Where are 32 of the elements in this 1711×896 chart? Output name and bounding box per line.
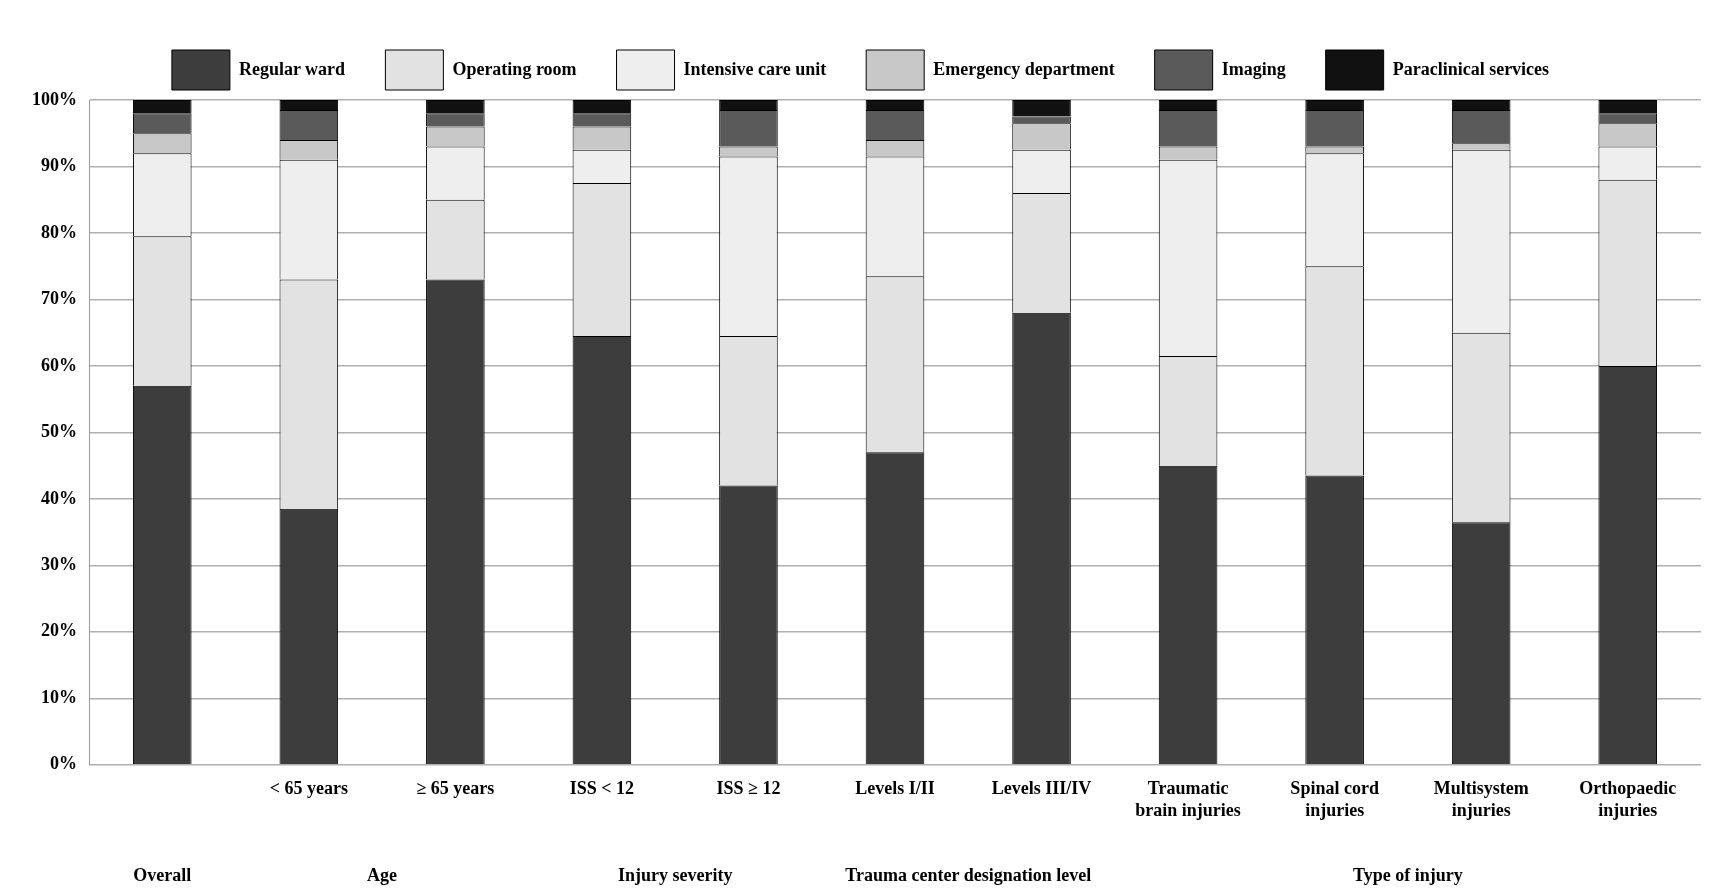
text: Type of injury [1353, 864, 1463, 885]
y-tick-label: 90% [41, 155, 77, 176]
x-tick-label: Levels III/IV [991, 778, 1092, 799]
x-tick-label: Levels I/II [855, 778, 935, 799]
text: Overall [133, 864, 192, 885]
y-tick-label: 70% [41, 288, 77, 309]
legend-label: Imaging [1221, 58, 1286, 79]
y-tick-label: 0% [50, 753, 77, 774]
x-tick-label: Spinal cord injuries [1290, 778, 1379, 820]
x-tick-label: Orthopaedic injuries [1579, 778, 1677, 820]
text: Injury severity [617, 864, 733, 885]
x-tick-label: ISS ≥ 12 [716, 778, 781, 799]
y-tick-label: 10% [41, 686, 77, 707]
x-tick-label: < 65 years [269, 778, 348, 799]
y-tick-label: 80% [41, 221, 77, 242]
y-tick-label: 50% [41, 421, 77, 442]
legend-label: Intensive care unit [683, 58, 827, 79]
text: Trauma center designation level [845, 864, 1092, 885]
text: Age [367, 864, 398, 885]
x-tick-label: Traumatic brain injuries [1135, 778, 1241, 820]
y-tick-label: 40% [41, 487, 77, 508]
y-tick-label: 100% [32, 88, 77, 109]
legend-label: Paraclinical services [1392, 58, 1550, 79]
x-tick-label: Multisystem injuries [1433, 778, 1529, 820]
x-tick-label: ≥ 65 years [416, 778, 495, 799]
legend-label: Emergency department [933, 58, 1115, 79]
x-tick-label: ISS < 12 [569, 778, 635, 799]
y-tick-label: 60% [41, 354, 77, 375]
y-tick-label: 20% [41, 620, 77, 641]
legend-label: Operating room [452, 58, 577, 79]
y-tick-label: 30% [41, 554, 77, 575]
legend-label: Regular ward [238, 58, 346, 79]
